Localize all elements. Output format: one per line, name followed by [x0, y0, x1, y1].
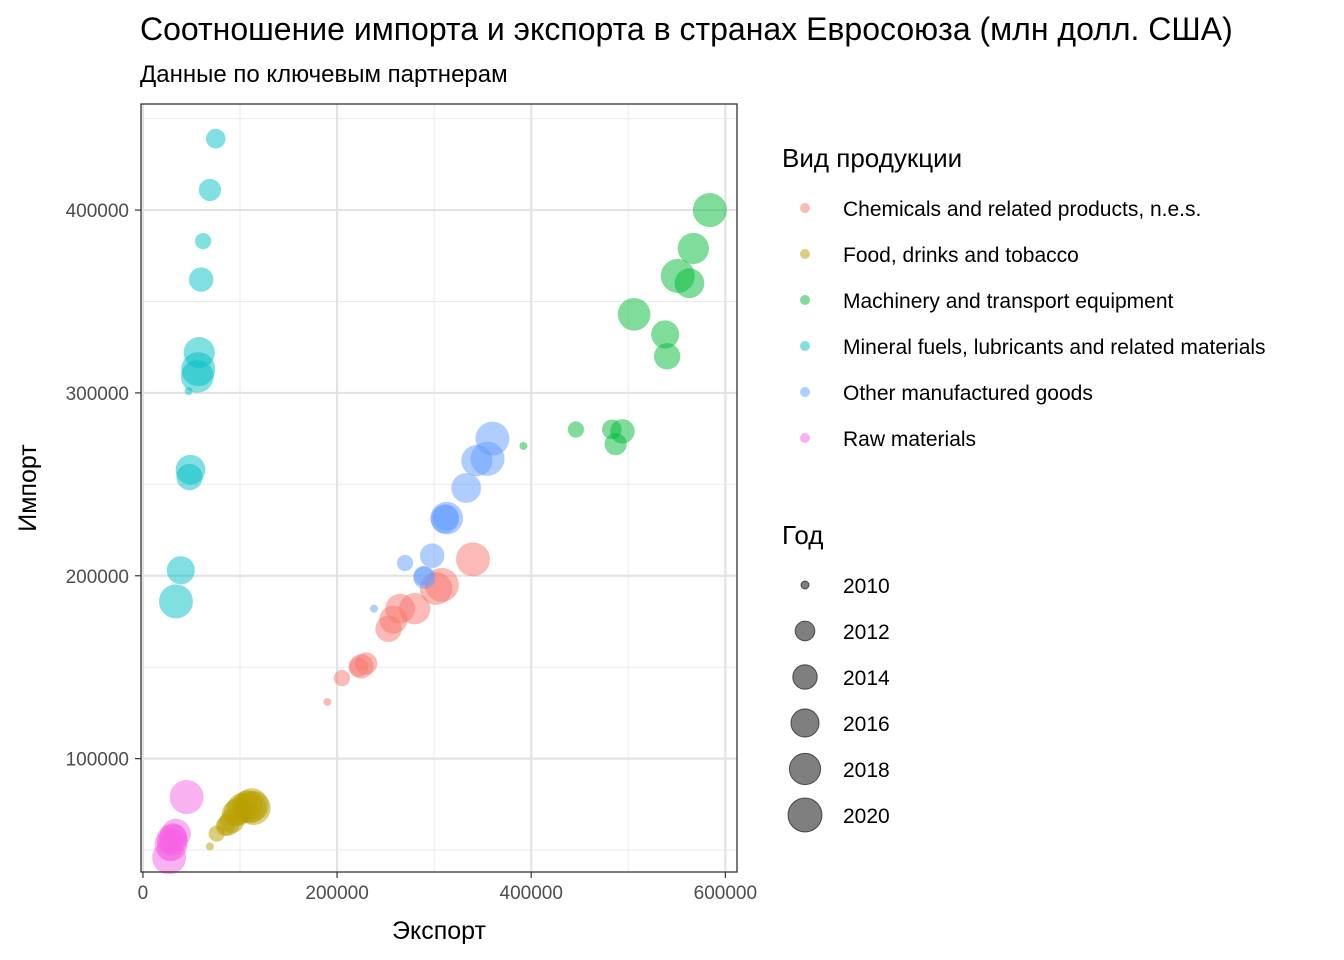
data-point [158, 584, 193, 619]
data-point [651, 320, 680, 349]
data-point [692, 193, 727, 228]
minor-gridlines [141, 104, 737, 872]
data-point [451, 473, 482, 503]
legend-color-label: Food, drinks and tobacco [843, 244, 1079, 267]
legend-color-key [800, 295, 810, 305]
data-point [169, 780, 204, 815]
data-point [208, 825, 225, 842]
plot-border [140, 103, 738, 873]
legend-size-key [792, 664, 818, 690]
legend-size-label: 2014 [843, 667, 890, 690]
data-point [176, 463, 203, 491]
data-point [195, 233, 212, 250]
x-tick-label: 600000 [694, 883, 757, 904]
data-point [323, 697, 332, 706]
data-point [205, 128, 226, 149]
y-axis: 100000 200000 300000 400000 [66, 201, 141, 771]
data-point [653, 343, 681, 370]
size-legend: 2010 2012 2014 2016 2018 2020 [787, 575, 890, 833]
legend-size-label: 2016 [843, 713, 890, 736]
data-point [205, 842, 214, 851]
data-point [674, 268, 705, 299]
data-point [188, 267, 214, 292]
data-point [413, 565, 434, 586]
data-point [180, 360, 214, 393]
chart-title: Соотношение импорта и экспорта в странах… [140, 11, 1233, 47]
y-tick-label: 200000 [66, 567, 129, 588]
x-axis-title: Экспорт [392, 917, 486, 945]
legend-color-key [800, 387, 810, 397]
legend-size-label: 2018 [843, 759, 890, 782]
legend-size-label: 2012 [843, 621, 890, 644]
data-point [166, 556, 195, 585]
legend-size-label: 2020 [843, 805, 890, 828]
legend-color-key [800, 341, 810, 351]
legend-color-key [800, 203, 810, 213]
plot-panel [141, 104, 737, 872]
data-point [375, 615, 402, 642]
data-point [617, 297, 651, 331]
y-tick-label: 300000 [66, 384, 129, 405]
data-point [601, 419, 622, 440]
legend-size-key [794, 620, 816, 642]
legend-size-label: 2010 [843, 575, 890, 598]
legend-color-label: Other manufactured goods [843, 382, 1093, 405]
data-point [333, 670, 351, 687]
data-point [567, 421, 584, 438]
data-point [184, 387, 193, 396]
data-points [152, 128, 727, 875]
legend-color-key [800, 433, 810, 443]
legend-color-label: Mineral fuels, lubricants and related ma… [843, 336, 1266, 359]
data-point [455, 542, 490, 577]
legend-size-key [788, 752, 822, 786]
legend-color-label: Machinery and transport equipment [843, 290, 1174, 313]
legend-size-key [790, 708, 820, 738]
data-point [396, 554, 414, 572]
size-legend-title: Год [782, 520, 823, 550]
data-point [432, 504, 459, 531]
data-point [461, 444, 493, 477]
x-axis: 0 200000 400000 600000 [138, 872, 757, 904]
x-tick-label: 0 [138, 883, 149, 904]
y-axis-title: Импорт [14, 444, 42, 532]
color-legend-title: Вид продукции [782, 143, 962, 173]
data-point [677, 232, 709, 265]
y-tick-label: 100000 [66, 750, 129, 771]
data-point [519, 441, 528, 450]
x-tick-label: 200000 [305, 883, 368, 904]
data-point [369, 604, 378, 613]
data-point [163, 830, 181, 848]
legend-color-label: Chemicals and related products, n.e.s. [843, 198, 1201, 221]
legend-color-key [800, 249, 810, 259]
legend-size-key [787, 797, 823, 833]
data-point [419, 543, 445, 568]
data-point [165, 846, 174, 855]
legend-color-label: Raw materials [843, 428, 976, 451]
data-point [183, 337, 215, 369]
chart-subtitle: Данные по ключевым партнерам [140, 61, 508, 88]
color-legend: Chemicals and related products, n.e.s. Fo… [800, 198, 1266, 451]
data-point [198, 178, 222, 202]
x-tick-label: 400000 [500, 883, 563, 904]
legend-size-key [800, 580, 810, 590]
y-tick-label: 400000 [66, 201, 129, 222]
data-point [348, 657, 369, 678]
